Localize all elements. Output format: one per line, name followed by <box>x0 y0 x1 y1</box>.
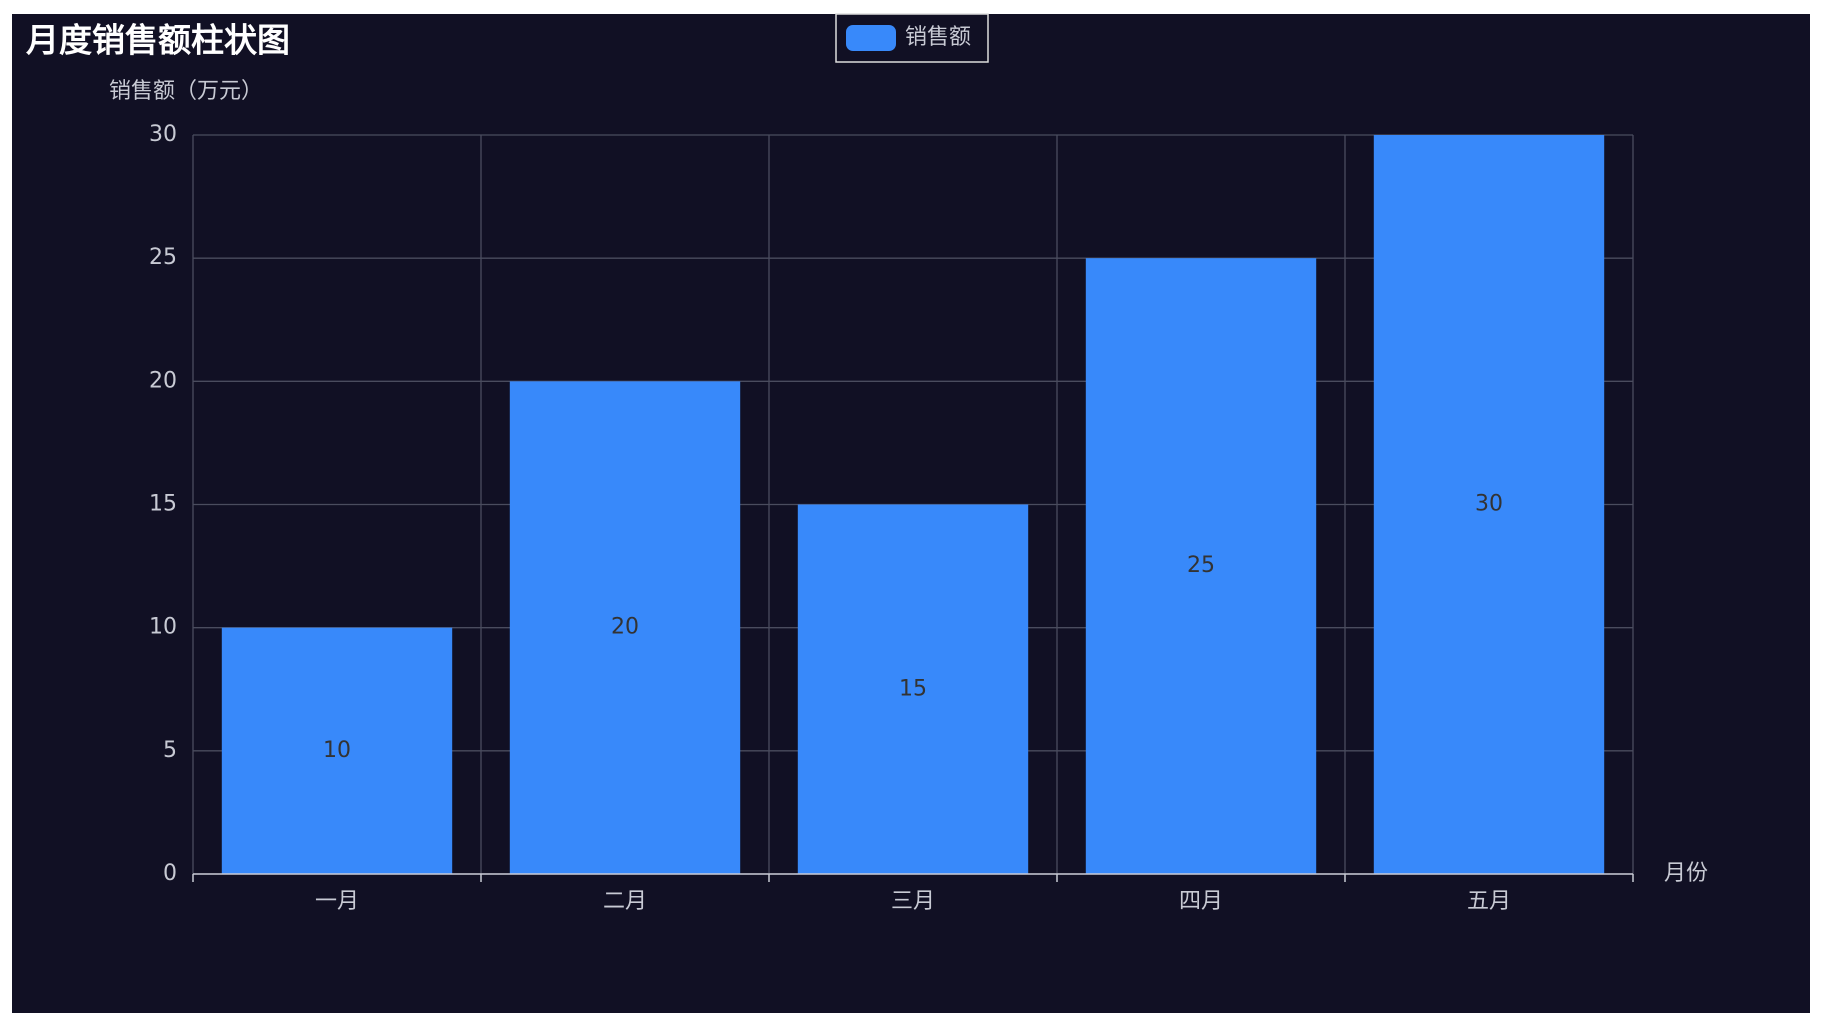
x-axis-title: 月份 <box>1664 861 1708 886</box>
bar <box>509 381 741 874</box>
data-label: 30 <box>1475 492 1503 517</box>
bar <box>797 504 1029 874</box>
chart-title: 月度销售额柱状图 <box>26 21 290 60</box>
x-tick-label: 三月 <box>891 889 935 914</box>
y-axis-title: 销售额（万元） <box>109 79 263 104</box>
legend-box <box>835 13 989 63</box>
y-tick-label: 0 <box>163 861 177 886</box>
x-tick-label: 一月 <box>315 889 359 914</box>
data-label: 10 <box>323 738 351 763</box>
y-tick-label: 25 <box>149 245 177 270</box>
x-tick-label: 二月 <box>603 889 647 914</box>
bar <box>1085 258 1317 875</box>
x-tick-label: 五月 <box>1467 889 1511 914</box>
y-tick-label: 30 <box>149 122 177 147</box>
bar <box>1373 135 1605 874</box>
y-tick-label: 15 <box>149 492 177 517</box>
bar <box>221 627 453 874</box>
data-label: 20 <box>611 615 639 640</box>
x-tick-label: 四月 <box>1179 889 1223 914</box>
data-label: 15 <box>899 676 927 701</box>
legend-swatch <box>846 25 896 51</box>
legend-label: 销售额 <box>905 25 971 50</box>
data-label: 25 <box>1187 553 1215 578</box>
y-tick-label: 10 <box>149 615 177 640</box>
y-tick-label: 5 <box>163 738 177 763</box>
y-tick-label: 20 <box>149 368 177 393</box>
